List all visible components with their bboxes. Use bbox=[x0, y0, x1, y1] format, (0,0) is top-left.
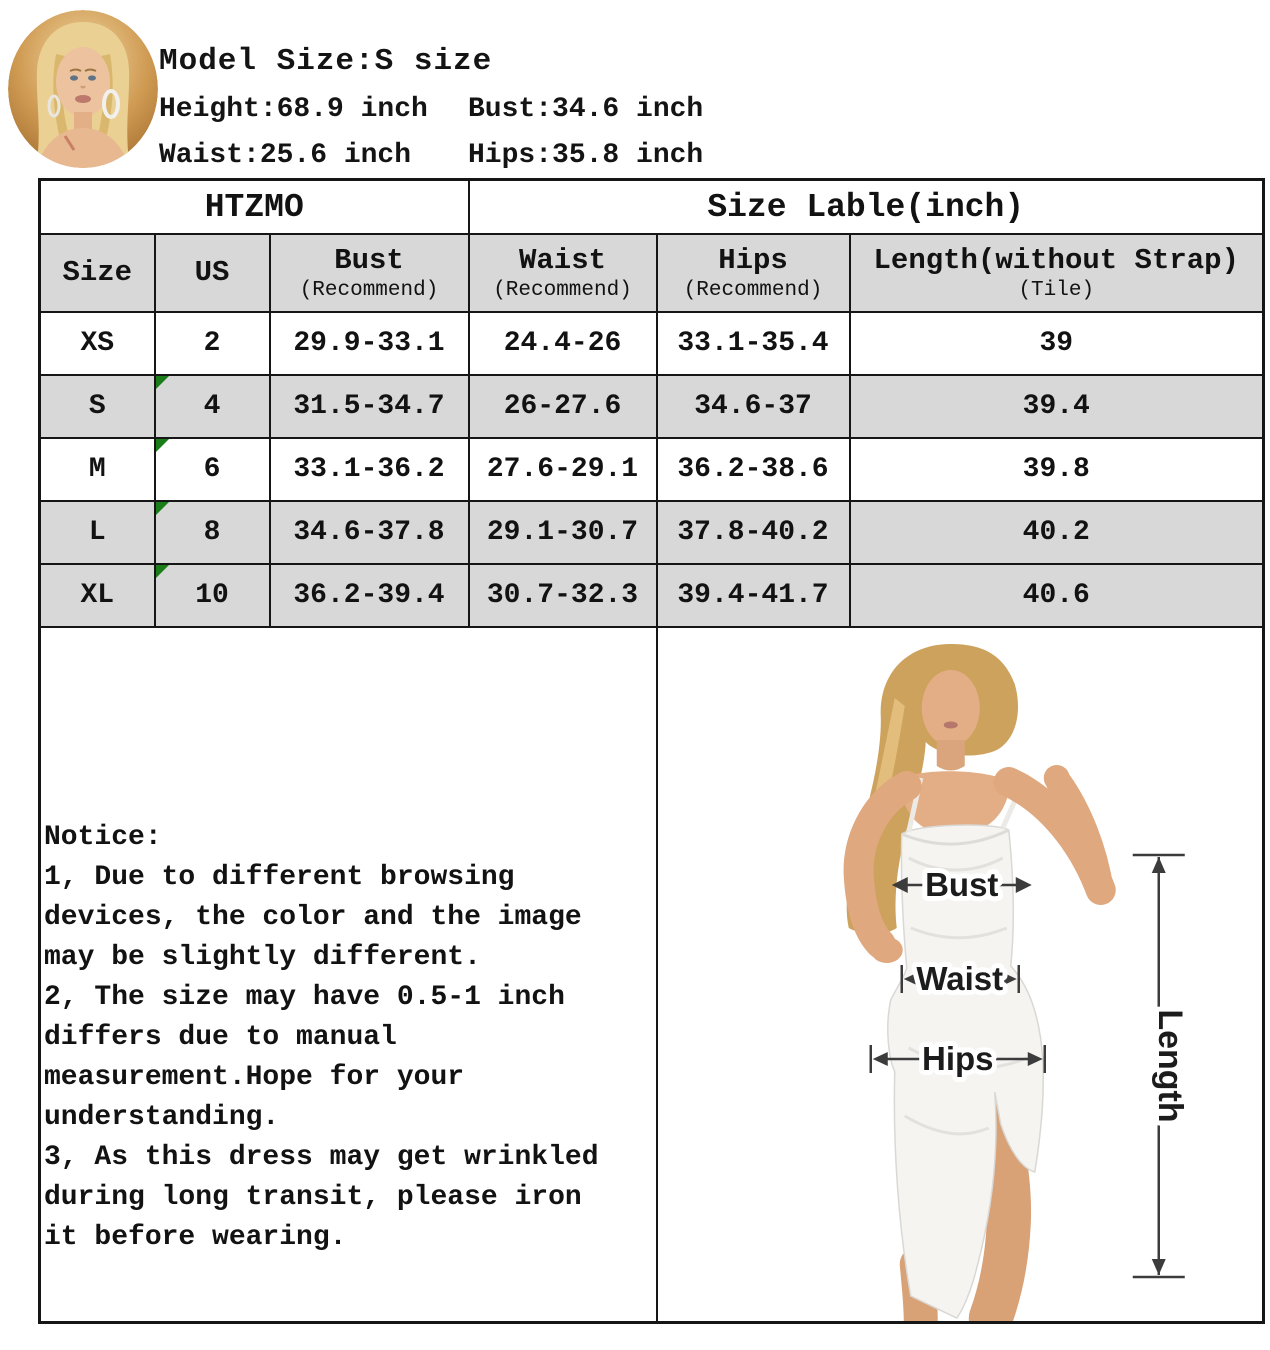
us-cell: 4 bbox=[153, 374, 271, 439]
size-cell: M bbox=[38, 437, 156, 502]
size-label-header-cell: Size Lable(inch) bbox=[467, 178, 1265, 235]
avatar-dress-strap bbox=[63, 135, 76, 151]
green-corner-flag bbox=[155, 376, 169, 389]
green-corner-flag bbox=[155, 439, 169, 452]
size-row-XL: XL 10 36.2-39.4 30.7-32.3 39.4-41.7 40.6 bbox=[38, 563, 1265, 628]
model-photo: Bust Waist bbox=[843, 644, 1193, 1321]
length-cell: 40.6 bbox=[848, 563, 1265, 628]
waist-cell: 30.7-32.3 bbox=[467, 563, 658, 628]
size-row-XS: XS 2 29.9-33.1 24.4-26 33.1-35.4 39 bbox=[38, 311, 1265, 376]
bust-cell: 33.1-36.2 bbox=[268, 437, 470, 502]
bust-cell: 34.6-37.8 bbox=[268, 500, 470, 565]
model-size-title: Model Size:S size bbox=[159, 44, 493, 79]
length-cell: 39.4 bbox=[848, 374, 1265, 439]
waist-label: Waist bbox=[916, 960, 1003, 997]
size-cell: S bbox=[38, 374, 156, 439]
green-corner-flag bbox=[155, 502, 169, 515]
column-header-length: Length(without Strap) (Tile) bbox=[848, 233, 1265, 313]
hips-label: Hips bbox=[921, 1040, 993, 1077]
model-lips bbox=[943, 721, 958, 729]
us-cell: 8 bbox=[153, 500, 271, 565]
length-measurement: Length bbox=[1132, 853, 1193, 1279]
bust-cell: 29.9-33.1 bbox=[268, 311, 470, 376]
notice-cell: Notice: 1, Due to different browsing dev… bbox=[38, 626, 658, 1324]
length-cell: 39.8 bbox=[848, 437, 1265, 502]
waist-cell: 27.6-29.1 bbox=[467, 437, 658, 502]
bottom-row: Notice: 1, Due to different browsing dev… bbox=[38, 626, 1265, 1324]
measurement-figure-cell: Bust Waist bbox=[655, 626, 1265, 1324]
column-header-row: Size US Bust (Recommend) Waist (Recommend) Hip… bbox=[38, 233, 1265, 313]
bust-measurement: Bust bbox=[891, 861, 1032, 908]
brand-header-row: HTZMO Size Lable(inch) bbox=[38, 178, 1265, 235]
model-hips-stat: Hips:35.8 inch bbox=[468, 140, 704, 171]
avatar-eyebrow bbox=[84, 68, 97, 72]
length-cell: 39 bbox=[848, 311, 1265, 376]
model-height-stat: Height:68.9 inch bbox=[159, 94, 428, 125]
table-header-section: HTZMO Size Lable(inch) Size US Bust (Recomm… bbox=[38, 178, 1265, 313]
notice-text: Notice: 1, Due to different browsing dev… bbox=[44, 821, 599, 1253]
model-face bbox=[921, 670, 980, 746]
length-cell: 40.2 bbox=[848, 500, 1265, 565]
avatar-eyebrow bbox=[69, 68, 82, 72]
table-body: XS 2 29.9-33.1 24.4-26 33.1-35.4 39 S 4 31.5-34.… bbox=[38, 311, 1265, 628]
hips-cell: 33.1-35.4 bbox=[655, 311, 851, 376]
hips-measurement: Hips bbox=[869, 1035, 1046, 1082]
us-cell: 10 bbox=[153, 563, 271, 628]
brand-header-cell: HTZMO bbox=[38, 178, 470, 235]
hips-cell: 34.6-37 bbox=[655, 374, 851, 439]
column-header-size: Size bbox=[38, 233, 156, 313]
bust-cell: 36.2-39.4 bbox=[268, 563, 470, 628]
avatar-nose bbox=[80, 85, 86, 89]
model-arms bbox=[843, 765, 1116, 963]
avatar-shoulders bbox=[36, 128, 130, 168]
hips-cell: 39.4-41.7 bbox=[655, 563, 851, 628]
size-row-M: M 6 33.1-36.2 27.6-29.1 36.2-38.6 39.8 bbox=[38, 437, 1265, 502]
waist-cell: 29.1-30.7 bbox=[467, 500, 658, 565]
size-row-L: L 8 34.6-37.8 29.1-30.7 37.8-40.2 40.2 bbox=[38, 500, 1265, 565]
waist-cell: 26-27.6 bbox=[467, 374, 658, 439]
bust-label: Bust bbox=[925, 866, 998, 903]
us-cell: 6 bbox=[153, 437, 271, 502]
avatar-neck bbox=[74, 112, 92, 134]
waist-measurement: Waist bbox=[900, 955, 1020, 1002]
avatar-earring bbox=[47, 94, 61, 118]
column-header-us: US bbox=[153, 233, 271, 313]
bust-cell: 31.5-34.7 bbox=[268, 374, 470, 439]
avatar-lips bbox=[75, 95, 91, 103]
model-waist-stat: Waist:25.6 inch bbox=[159, 140, 412, 171]
length-label: Length bbox=[1150, 1009, 1188, 1122]
size-cell: XS bbox=[38, 311, 156, 376]
column-header-hips: Hips (Recommend) bbox=[655, 233, 851, 313]
avatar-earring bbox=[102, 89, 120, 119]
avatar-eye bbox=[88, 75, 96, 81]
waist-cell: 24.4-26 bbox=[467, 311, 658, 376]
size-row-S: S 4 31.5-34.7 26-27.6 34.6-37 39.4 bbox=[38, 374, 1265, 439]
model-avatar bbox=[8, 10, 158, 168]
model-neck bbox=[936, 740, 965, 771]
green-corner-flag bbox=[155, 565, 169, 578]
us-cell: 2 bbox=[153, 311, 271, 376]
size-cell: XL bbox=[38, 563, 156, 628]
hips-cell: 36.2-38.6 bbox=[655, 437, 851, 502]
size-cell: L bbox=[38, 500, 156, 565]
hips-cell: 37.8-40.2 bbox=[655, 500, 851, 565]
table-footer-section: Notice: 1, Due to different browsing dev… bbox=[38, 626, 1265, 1324]
column-header-waist: Waist (Recommend) bbox=[467, 233, 658, 313]
model-bust-stat: Bust:34.6 inch bbox=[468, 94, 704, 125]
size-table: HTZMO Size Lable(inch) Size US Bust (Recomm… bbox=[38, 178, 1265, 1324]
avatar-eye bbox=[70, 75, 78, 81]
model-avatar-image bbox=[8, 10, 158, 168]
avatar-face bbox=[56, 47, 110, 117]
model-info-header: Model Size:S size Height:68.9 inch Bust:… bbox=[0, 0, 1270, 178]
column-header-bust: Bust (Recommend) bbox=[268, 233, 470, 313]
model-chest bbox=[898, 771, 1011, 836]
